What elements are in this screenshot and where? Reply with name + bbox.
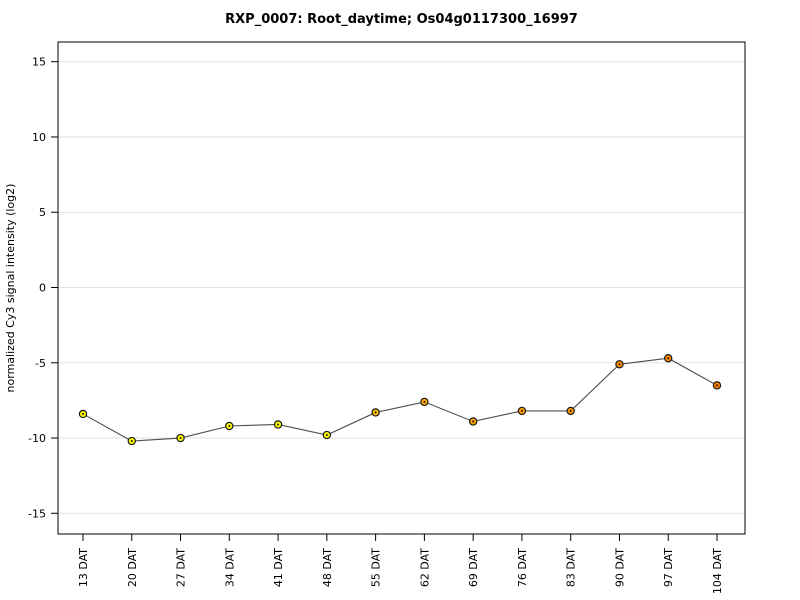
x-tick-label: 27 DAT xyxy=(175,548,188,587)
y-tick-label: 10 xyxy=(32,131,46,144)
x-tick-label: 62 DAT xyxy=(418,548,431,587)
x-tick-label: 104 DAT xyxy=(711,548,724,594)
x-tick-label: 76 DAT xyxy=(516,548,529,587)
data-point-center-dot xyxy=(716,384,718,387)
data-point-center-dot xyxy=(569,409,572,412)
y-tick-label: -5 xyxy=(35,357,46,370)
x-tick-label: 90 DAT xyxy=(613,548,626,587)
x-tick-label: 48 DAT xyxy=(321,548,334,587)
x-tick-label: 69 DAT xyxy=(467,548,480,587)
x-tick-label: 34 DAT xyxy=(223,548,236,587)
y-tick-label: 5 xyxy=(39,206,46,219)
data-point-center-dot xyxy=(667,357,670,360)
x-tick-label: 13 DAT xyxy=(77,548,90,587)
data-point-center-dot xyxy=(618,363,621,366)
data-point-center-dot xyxy=(325,434,328,437)
series-line xyxy=(82,357,718,442)
y-tick-label: -15 xyxy=(28,507,46,520)
x-tick-label: 97 DAT xyxy=(662,548,675,587)
y-axis-title: normalized Cy3 signal intensity (log2) xyxy=(4,184,17,393)
chart-title: RXP_0007: Root_daytime; Os04g0117300_169… xyxy=(225,12,578,27)
data-point-center-dot xyxy=(520,409,523,412)
x-tick-label: 83 DAT xyxy=(565,548,578,587)
data-point-center-dot xyxy=(82,412,84,415)
data-point-center-dot xyxy=(423,400,426,403)
y-tick-label: -10 xyxy=(28,432,46,445)
y-tick-label: 0 xyxy=(39,282,46,295)
x-tick-label: 20 DAT xyxy=(126,548,139,587)
data-point-center-dot xyxy=(277,423,280,426)
data-point-center-dot xyxy=(472,420,475,423)
data-point-center-dot xyxy=(130,440,133,443)
x-tick-label: 55 DAT xyxy=(370,548,383,587)
data-point-center-dot xyxy=(228,424,231,427)
x-tick-label: 41 DAT xyxy=(272,548,285,587)
data-point-center-dot xyxy=(179,437,182,440)
y-tick-label: 15 xyxy=(32,56,46,69)
data-point-center-dot xyxy=(374,411,377,414)
